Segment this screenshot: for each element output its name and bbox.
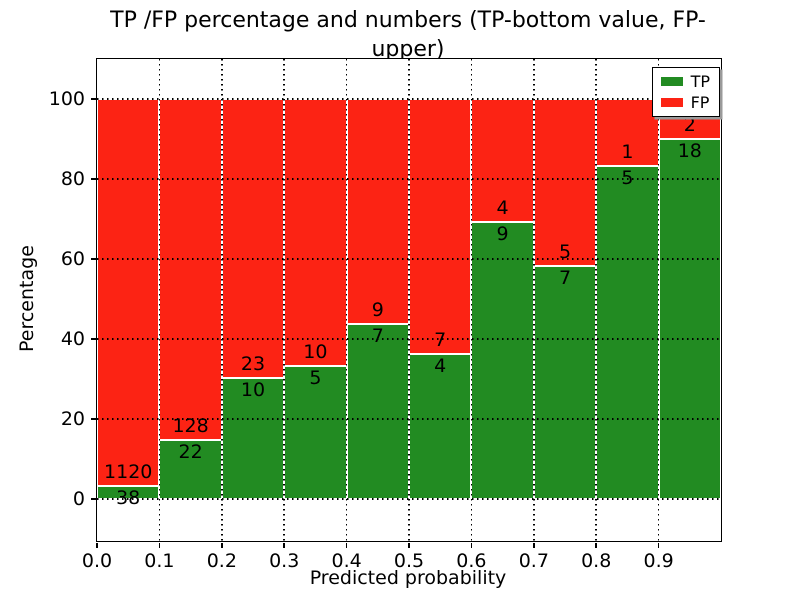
gridline-vertical bbox=[408, 59, 410, 541]
bar-segment-tp bbox=[533, 265, 597, 499]
y-tick-label: 100 bbox=[48, 88, 85, 110]
legend-swatch-tp bbox=[660, 77, 683, 86]
gridline-vertical bbox=[158, 59, 161, 541]
bar-segment-tp bbox=[346, 324, 409, 499]
legend-item-tp: TP bbox=[660, 72, 710, 91]
bar-label-tp: 9 bbox=[496, 223, 509, 246]
x-tick bbox=[283, 542, 285, 548]
y-tick-label: 60 bbox=[60, 248, 85, 270]
x-tick-label: 0.3 bbox=[269, 550, 300, 572]
bar-segment-tp bbox=[471, 222, 534, 499]
x-tick-label: 0.8 bbox=[581, 550, 612, 572]
gridline-vertical bbox=[283, 59, 285, 541]
x-tick-label: 0.7 bbox=[518, 550, 549, 572]
bar-segment-fp bbox=[409, 99, 472, 354]
gridline-horizontal bbox=[97, 338, 721, 340]
legend: TP FP bbox=[651, 67, 720, 117]
bar-label-tp: 5 bbox=[309, 366, 322, 389]
bar-label-tp: 7 bbox=[371, 325, 384, 347]
bar-label-tp: 10 bbox=[240, 378, 266, 401]
gridline-horizontal bbox=[97, 498, 721, 500]
x-tick bbox=[345, 542, 348, 548]
bar-label-tp: 5 bbox=[621, 166, 634, 189]
bar-label-fp: 1120 bbox=[104, 460, 153, 483]
bar-label-fp: 2 bbox=[683, 114, 696, 136]
x-tick-label: 0.6 bbox=[456, 550, 487, 572]
legend-swatch-fp bbox=[660, 98, 683, 107]
x-tick-label: 0.0 bbox=[81, 550, 113, 572]
y-tick-label: 80 bbox=[60, 168, 85, 190]
gridline-horizontal bbox=[97, 98, 721, 100]
x-tick bbox=[221, 542, 223, 548]
gridline-horizontal bbox=[97, 258, 721, 260]
x-axis-label: Predicted probability bbox=[309, 567, 507, 589]
bar-label-tp: 4 bbox=[434, 354, 447, 377]
bar-segment-tp bbox=[159, 440, 222, 499]
bar-segment-fp bbox=[284, 99, 347, 366]
gridline-vertical bbox=[657, 59, 660, 541]
y-tick bbox=[90, 418, 96, 420]
bar-segment-tp bbox=[596, 165, 659, 499]
x-tick-label: 0.5 bbox=[393, 550, 425, 572]
bar-label-tp: 38 bbox=[116, 486, 141, 509]
x-tick-label: 0.4 bbox=[331, 550, 362, 572]
legend-label: FP bbox=[690, 93, 710, 112]
bar-label-fp: 9 bbox=[371, 299, 384, 321]
bar-label-fp: 128 bbox=[172, 415, 209, 438]
x-tick bbox=[470, 542, 473, 548]
bar-label-tp: 22 bbox=[178, 441, 203, 464]
y-tick bbox=[90, 98, 96, 100]
legend-item-fp: FP bbox=[660, 93, 710, 112]
chart-title-line1: TP /FP percentage and numbers (TP-bottom… bbox=[110, 8, 706, 62]
bar-segment-fp bbox=[221, 99, 285, 378]
bar-segment-tp bbox=[658, 139, 721, 499]
bar-label-fp: 5 bbox=[558, 240, 572, 263]
y-tick-label: 0 bbox=[72, 488, 85, 510]
x-tick-label: 0.1 bbox=[144, 550, 175, 572]
x-tick bbox=[657, 542, 660, 548]
bar-label-tp: 18 bbox=[677, 140, 702, 162]
y-axis-label: Percentage bbox=[16, 245, 38, 353]
x-tick bbox=[408, 542, 410, 548]
gridline-horizontal bbox=[97, 418, 721, 420]
x-tick bbox=[158, 542, 161, 548]
gridline-vertical bbox=[221, 59, 223, 541]
x-tick bbox=[96, 542, 98, 548]
x-tick bbox=[595, 542, 597, 548]
bar-label-fp: 4 bbox=[496, 197, 509, 220]
y-tick bbox=[90, 178, 96, 180]
gridline-vertical bbox=[470, 59, 473, 541]
y-tick bbox=[90, 338, 96, 340]
gridline-vertical bbox=[345, 59, 348, 541]
x-tick-label: 0.2 bbox=[206, 550, 237, 572]
bar-label-fp: 23 bbox=[240, 352, 266, 375]
bar-label-tp: 7 bbox=[558, 266, 572, 289]
bar-segment-fp bbox=[97, 99, 160, 486]
gridline-vertical bbox=[533, 59, 535, 541]
y-tick-label: 20 bbox=[60, 408, 85, 430]
bar-label-fp: 1 bbox=[621, 140, 634, 163]
legend-label: TP bbox=[690, 72, 710, 91]
gridline-vertical bbox=[595, 59, 597, 541]
bar-segment-fp bbox=[159, 99, 222, 441]
x-tick bbox=[533, 542, 535, 548]
y-tick bbox=[90, 498, 96, 500]
y-tick-label: 40 bbox=[60, 328, 85, 350]
bar-label-fp: 10 bbox=[303, 340, 328, 363]
gridline-horizontal bbox=[97, 178, 721, 180]
x-tick-label: 0.9 bbox=[643, 550, 674, 572]
y-tick bbox=[90, 258, 96, 260]
bar-label-fp: 7 bbox=[434, 328, 447, 351]
bar-segment-fp bbox=[346, 99, 409, 324]
plot-area: TP FP 1120 38 128 22 23 10 10 5 9 7 7 4 4 9 5 7 1 5 2 18 0.0 0… bbox=[49, 58, 722, 572]
